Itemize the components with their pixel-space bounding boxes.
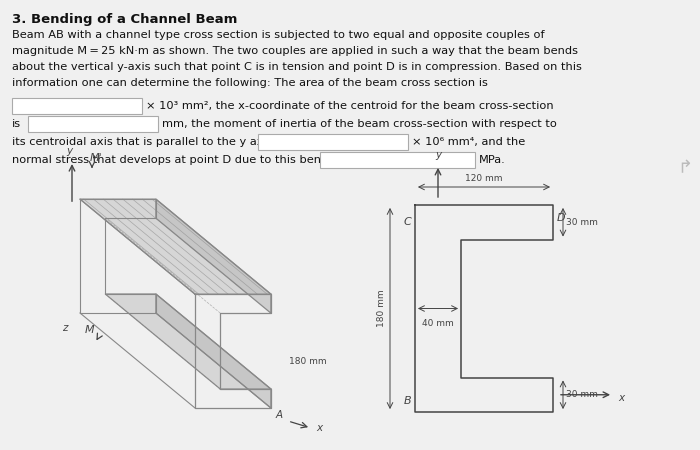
Text: 180 mm: 180 mm — [289, 356, 326, 365]
Text: Beam AB with a channel type cross section is subjected to two equal and opposite: Beam AB with a channel type cross sectio… — [12, 30, 545, 40]
Text: x: x — [316, 423, 322, 433]
Bar — [12, 98, 142, 114]
Text: M': M' — [90, 153, 103, 163]
Text: 120 mm: 120 mm — [466, 174, 503, 183]
Text: × 10³ mm², the x-coordinate of the centroid for the beam cross-section: × 10³ mm², the x-coordinate of the centr… — [146, 101, 554, 111]
Text: is: is — [12, 119, 21, 129]
Text: x: x — [618, 393, 624, 403]
Text: 40 mm: 40 mm — [422, 319, 454, 328]
Bar — [28, 116, 158, 132]
Polygon shape — [105, 294, 271, 389]
Text: its centroidal axis that is parallel to the y axis is: its centroidal axis that is parallel to … — [12, 137, 286, 147]
Text: × 10⁶ mm⁴, and the: × 10⁶ mm⁴, and the — [412, 137, 525, 147]
Bar — [320, 152, 475, 168]
Polygon shape — [80, 199, 271, 294]
Text: mm, the moment of inertia of the beam cross-section with respect to: mm, the moment of inertia of the beam cr… — [162, 119, 557, 129]
Polygon shape — [156, 199, 271, 313]
Text: information one can determine the following: The area of the beam cross section : information one can determine the follow… — [12, 78, 488, 88]
Text: about the vertical y-axis such that point C is in tension and point D is in comp: about the vertical y-axis such that poin… — [12, 62, 582, 72]
Text: ↱: ↱ — [678, 159, 692, 177]
Text: 30 mm: 30 mm — [566, 390, 598, 399]
Text: y: y — [435, 150, 441, 160]
Text: M: M — [85, 325, 95, 335]
Text: 180 mm: 180 mm — [377, 290, 386, 327]
Text: C: C — [403, 217, 411, 227]
Text: MPa.: MPa. — [479, 155, 505, 165]
Text: z: z — [62, 323, 68, 333]
Text: A: A — [276, 410, 283, 420]
Text: normal stress that develops at point D due to this bending is: normal stress that develops at point D d… — [12, 155, 358, 165]
Text: y: y — [66, 146, 72, 156]
Bar — [258, 134, 408, 150]
Text: 30 mm: 30 mm — [566, 218, 598, 227]
Text: magnitude M = 25 kN·m as shown. The two couples are applied in such a way that t: magnitude M = 25 kN·m as shown. The two … — [12, 46, 578, 56]
Text: B: B — [403, 396, 411, 406]
Polygon shape — [156, 294, 271, 408]
Text: 3. Bending of a Channel Beam: 3. Bending of a Channel Beam — [12, 13, 237, 26]
Text: D: D — [557, 213, 566, 223]
